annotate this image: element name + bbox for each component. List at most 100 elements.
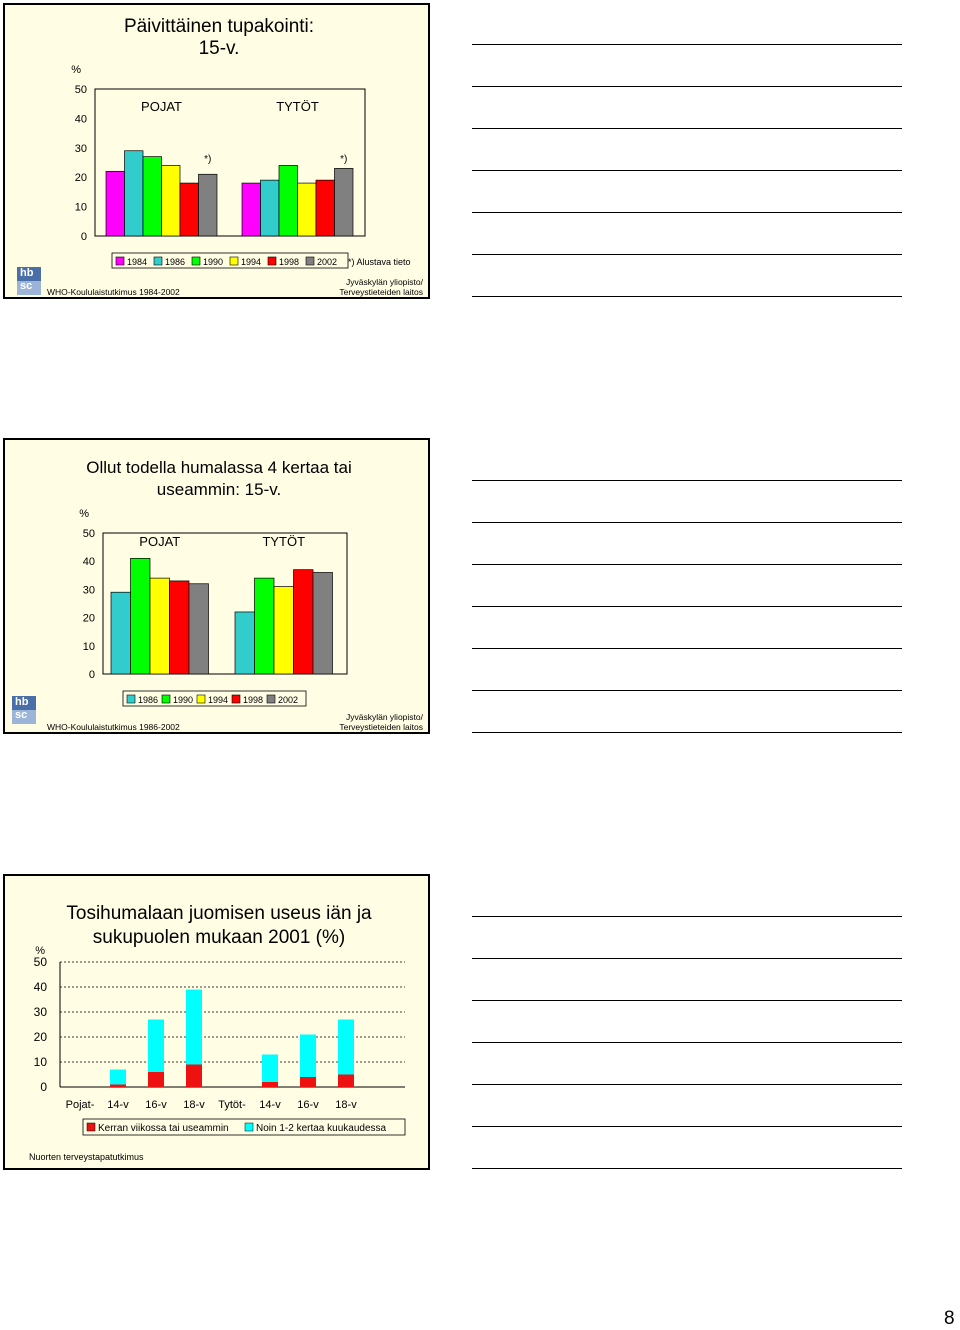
- y-tick-label: 40: [75, 113, 87, 125]
- bar: [105, 170, 125, 237]
- page-number: 8: [944, 1308, 955, 1329]
- group-label: TYTÖT: [262, 534, 305, 549]
- bar-segment: [300, 1034, 316, 1077]
- university-logo: hb sc: [17, 267, 41, 295]
- legend-swatch: [305, 256, 315, 266]
- source-left: WHO-Koululaistutkimus 1986-2002: [47, 722, 180, 732]
- y-tick-label: 40: [34, 980, 48, 994]
- legend-label: 2002: [278, 695, 298, 705]
- y-tick-label: 0: [81, 231, 87, 243]
- group-note-mark: *): [204, 154, 211, 165]
- legend-box: [122, 690, 307, 707]
- legend-label: 1984: [127, 257, 147, 267]
- bar: [278, 165, 298, 237]
- legend-swatch: [191, 256, 201, 266]
- bar: [142, 156, 162, 237]
- note-line: [472, 212, 902, 213]
- note-line: [472, 916, 902, 917]
- bar: [234, 611, 255, 675]
- y-tick-label: 10: [34, 1055, 48, 1069]
- bar: [110, 591, 131, 675]
- chart-drunkenness: Ollut todella humalassa 4 kertaa tai usea…: [47, 458, 424, 732]
- x-tick-label: Tytöt-: [218, 1099, 246, 1111]
- y-tick-label: 50: [34, 955, 48, 969]
- slide-drinking-frequency: Tosihumalaan juomisen useus iän ja sukupu…: [3, 874, 430, 1170]
- plot-frame: [94, 88, 366, 237]
- bar: [260, 179, 280, 237]
- bar: [161, 165, 181, 237]
- chart-title: Päivittäinen tupakointi:: [124, 16, 314, 37]
- note-line: [472, 44, 902, 45]
- note-line: [472, 732, 902, 733]
- legend-label: 2002: [317, 257, 337, 267]
- legend-label: 1994: [208, 695, 228, 705]
- legend-label: Noin 1-2 kertaa kuukaudessa: [256, 1123, 387, 1134]
- bar-segment: [148, 1019, 164, 1072]
- legend-swatch: [161, 694, 171, 704]
- legend-swatch: [86, 1122, 96, 1132]
- legend-box: [111, 252, 349, 269]
- legend-label: Kerran viikossa tai useammin: [98, 1123, 229, 1134]
- bar: [297, 182, 317, 237]
- footnote: *) Alustava tieto: [348, 257, 411, 267]
- bar: [149, 577, 170, 675]
- source-left: WHO-Koululaistutkimus 1984-2002: [47, 287, 180, 297]
- y-axis-label: %: [35, 945, 45, 957]
- bar-segment: [148, 1072, 164, 1087]
- slide-drunkenness: Ollut todella humalassa 4 kertaa tai usea…: [3, 438, 430, 734]
- x-tick-label: 16-v: [297, 1099, 319, 1111]
- chart-smoking: Päivittäinen tupakointi:15-v.% 0 10 20 30 40 5…: [47, 16, 424, 297]
- source-right: Terveystieteiden laitos: [339, 287, 423, 297]
- legend-label: 1986: [165, 257, 185, 267]
- y-tick-label: 10: [75, 202, 87, 214]
- chart-title: useammin: 15-v.: [157, 480, 281, 499]
- bar-segment: [186, 1064, 202, 1087]
- note-line: [472, 1084, 902, 1085]
- legend-swatch: [115, 256, 125, 266]
- bar-segment: [186, 989, 202, 1065]
- bar: [293, 569, 314, 675]
- legend-label: 1990: [173, 695, 193, 705]
- legend-label: 1994: [241, 257, 261, 267]
- x-tick-label: 18-v: [335, 1099, 357, 1111]
- y-tick-label: 0: [89, 669, 95, 681]
- legend-label: 1998: [279, 257, 299, 267]
- y-tick-label: 50: [83, 528, 95, 540]
- bar-segment: [262, 1082, 278, 1087]
- legend-swatch: [267, 256, 277, 266]
- bar: [334, 168, 354, 237]
- y-tick-label: 20: [34, 1030, 48, 1044]
- note-line: [472, 958, 902, 959]
- legend-swatch: [231, 694, 241, 704]
- note-line: [472, 128, 902, 129]
- note-line: [472, 296, 902, 297]
- bar-segment: [300, 1077, 316, 1087]
- bar: [130, 558, 151, 675]
- y-tick-label: 30: [75, 143, 87, 155]
- group-label: TYTÖT: [276, 99, 319, 114]
- legend-swatch: [244, 1122, 254, 1132]
- y-tick-label: 10: [83, 641, 95, 653]
- bar: [273, 586, 294, 675]
- legend-swatch: [153, 256, 163, 266]
- legend-box: [82, 1118, 406, 1136]
- note-line: [472, 170, 902, 171]
- legend-label: 1998: [243, 695, 263, 705]
- chart-drinking-frequency: Tosihumalaan juomisen useus iän ja sukupu…: [29, 903, 406, 1162]
- note-line: [472, 1042, 902, 1043]
- note-line: [472, 86, 902, 87]
- note-line: [472, 522, 902, 523]
- x-tick-label: 14-v: [259, 1099, 281, 1111]
- note-line: [472, 564, 902, 565]
- legend-label: 1986: [138, 695, 158, 705]
- plot-frame: [102, 532, 348, 675]
- y-axis-label: %: [71, 64, 81, 76]
- legend-swatch: [266, 694, 276, 704]
- source-right: Jyväskylän yliopisto/: [346, 712, 424, 722]
- bar: [315, 179, 335, 237]
- bar: [254, 577, 275, 675]
- y-tick-label: 50: [75, 84, 87, 96]
- chart-title: 15-v.: [199, 38, 240, 59]
- note-line: [472, 606, 902, 607]
- note-line: [472, 648, 902, 649]
